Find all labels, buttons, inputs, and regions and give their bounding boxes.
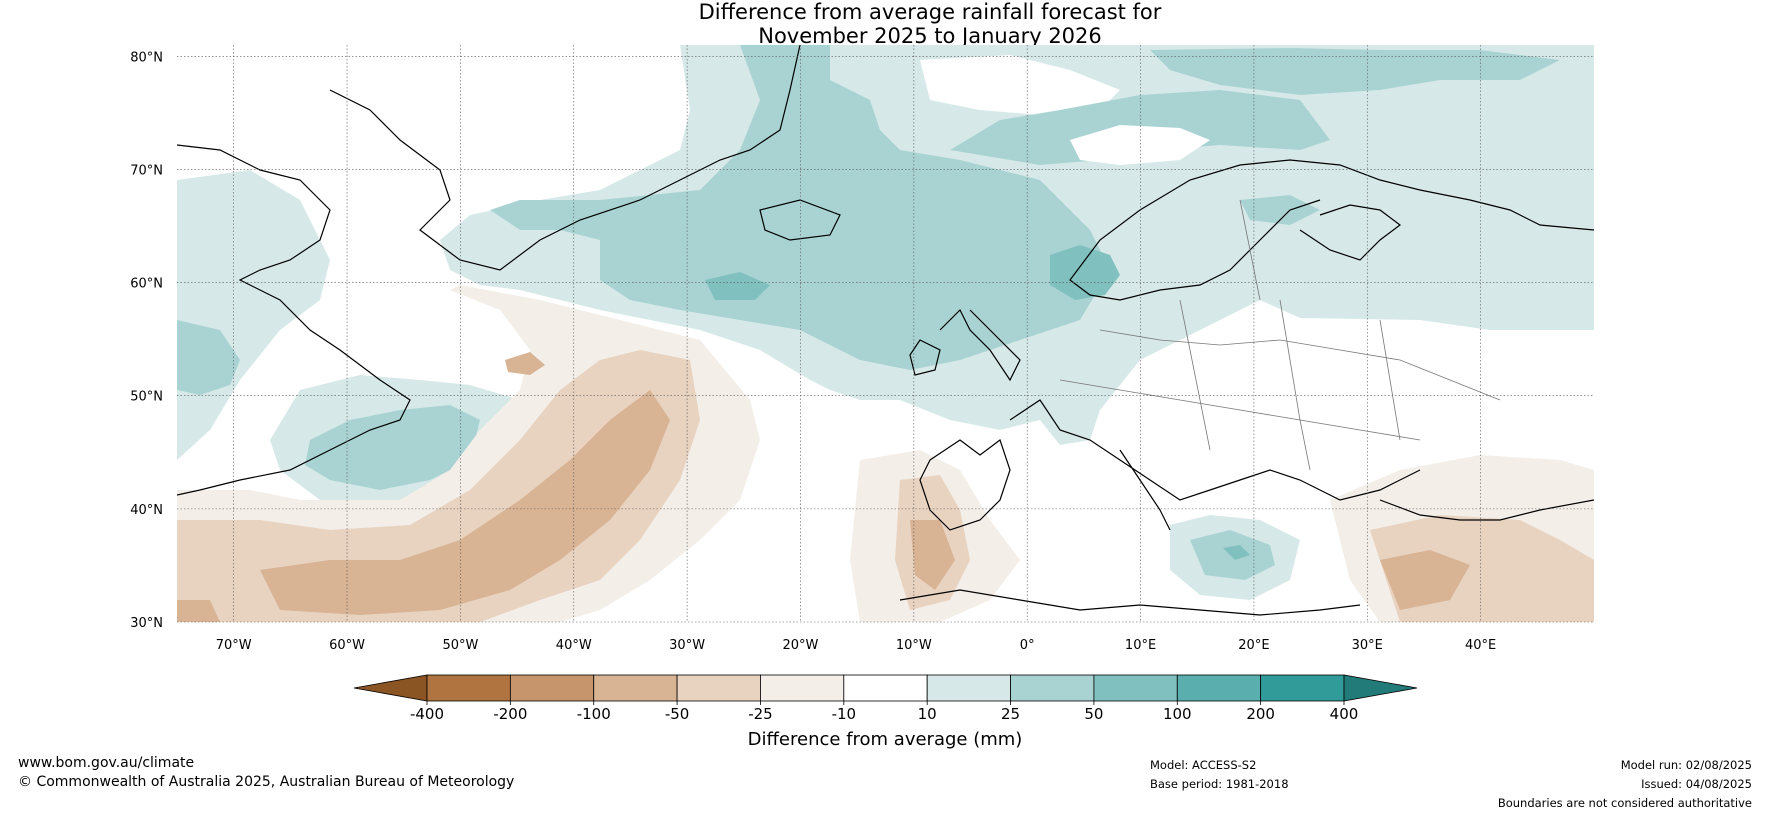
colorbar-segment <box>1010 674 1095 702</box>
country-borders <box>1059 199 1501 471</box>
lon-label: 30°W <box>669 638 705 653</box>
wet-mid-west <box>177 320 240 395</box>
lat-label: 80°N <box>130 50 163 65</box>
lat-label: 50°N <box>130 390 163 405</box>
website-link[interactable]: www.bom.gov.au/climate <box>18 755 195 771</box>
lon-label: 60°W <box>329 638 365 653</box>
lat-label: 30°N <box>130 616 163 631</box>
colorbar-tick-label: -400 <box>410 705 444 723</box>
lat-label: 60°N <box>130 277 163 292</box>
colorbar-segment <box>593 674 678 702</box>
colorbar-segment <box>1093 674 1178 702</box>
wet-mid-arctic-hole <box>1070 125 1210 165</box>
colorbar-segment <box>1176 674 1262 702</box>
model-run-text: Model run: 02/08/2025 <box>1620 758 1752 772</box>
colorbar-tick-label: 100 <box>1163 705 1192 723</box>
title-line-1: Difference from average rainfall forecas… <box>698 0 1162 24</box>
wet-mid-labrador <box>305 405 480 490</box>
wet-region-arctic-gap <box>920 55 1120 115</box>
base-period-text: Base period: 1981-2018 <box>1150 777 1289 791</box>
coastlines <box>177 45 1594 616</box>
colorbar-segment <box>509 674 595 702</box>
lon-label: 70°W <box>216 638 252 653</box>
model-text: Model: ACCESS-S2 <box>1150 758 1257 772</box>
graticule <box>177 45 1594 623</box>
colorbar-segment <box>426 674 511 702</box>
colorbar-segment <box>760 674 845 702</box>
lon-label: 10°E <box>1125 638 1156 653</box>
disclaimer-text: Boundaries are not considered authoritat… <box>1497 796 1752 810</box>
anomaly-field <box>177 45 1594 622</box>
map-title: Difference from average rainfall forecas… <box>600 0 1260 48</box>
title-line-2: November 2025 to January 2026 <box>758 24 1102 48</box>
lon-label: 30°E <box>1352 638 1383 653</box>
dry-mid-atlantic <box>177 350 700 622</box>
lon-label: 10°W <box>896 638 932 653</box>
colorbar-tick-label: -25 <box>748 705 773 723</box>
wet-high-med <box>1223 545 1250 560</box>
lon-label: 20°E <box>1238 638 1269 653</box>
issued-text: Issued: 04/08/2025 <box>1641 777 1752 791</box>
colorbar-tick-label: 25 <box>1001 705 1020 723</box>
colorbar-segment <box>926 674 1011 702</box>
wet-mid-north-atlantic <box>490 45 1110 370</box>
footer-model-info: Model: ACCESS-S2 Base period: 1981-2018 <box>1150 756 1289 794</box>
longitude-labels: 70°W 60°W 50°W 40°W 30°W 20°W 10°W 0° 10°E 20°E 30… <box>216 638 1497 653</box>
dry-high-spot <box>505 352 545 375</box>
lat-label: 40°N <box>130 503 163 518</box>
colorbar-segment <box>843 674 928 702</box>
lon-label: 40°W <box>556 638 592 653</box>
colorbar-tick-label: 400 <box>1330 705 1359 723</box>
colorbar-tick-label: 200 <box>1246 705 1275 723</box>
colorbar-tick-label: -100 <box>577 705 611 723</box>
colorbar-tick-label: -10 <box>832 705 857 723</box>
colorbar-tick-label: -50 <box>665 705 690 723</box>
latitude-labels: 80°N 70°N 60°N 50°N 40°N 30°N <box>130 50 163 631</box>
wet-mid-svalbard <box>1150 48 1560 95</box>
colorbar-segment <box>676 674 761 702</box>
lon-label: 0° <box>1020 638 1035 653</box>
dry-high-sw <box>177 600 220 622</box>
dry-high-east <box>1380 550 1470 610</box>
lat-label: 70°N <box>130 163 163 178</box>
colorbar-arrow-left <box>353 674 428 702</box>
wet-high-norway <box>1050 245 1120 300</box>
colorbar: -400 -200 -100 -50 -25 -10 10 25 50 100 200 400 <box>353 674 1418 723</box>
footer-left: www.bom.gov.au/climate © Commonwealth of… <box>18 754 514 792</box>
wet-mid-sweden <box>1240 195 1320 225</box>
dry-high-atlantic <box>260 390 670 615</box>
lon-label: 40°E <box>1465 638 1496 653</box>
colorbar-arrow-right <box>1343 674 1418 702</box>
colorbar-tick-label: -200 <box>493 705 527 723</box>
dry-high-iberia <box>910 520 955 590</box>
wet-high-atlantic <box>705 272 770 300</box>
colorbar-label: Difference from average (mm) <box>748 729 1023 750</box>
footer-right: Model run: 02/08/2025 Issued: 04/08/2025… <box>1498 756 1752 813</box>
lon-label: 50°W <box>442 638 478 653</box>
colorbar-tick-label: 10 <box>918 705 937 723</box>
colorbar-segment <box>1260 674 1345 702</box>
colorbar-tick-label: 50 <box>1084 705 1103 723</box>
lon-label: 20°W <box>783 638 819 653</box>
copyright-text: © Commonwealth of Australia 2025, Austra… <box>18 774 515 790</box>
